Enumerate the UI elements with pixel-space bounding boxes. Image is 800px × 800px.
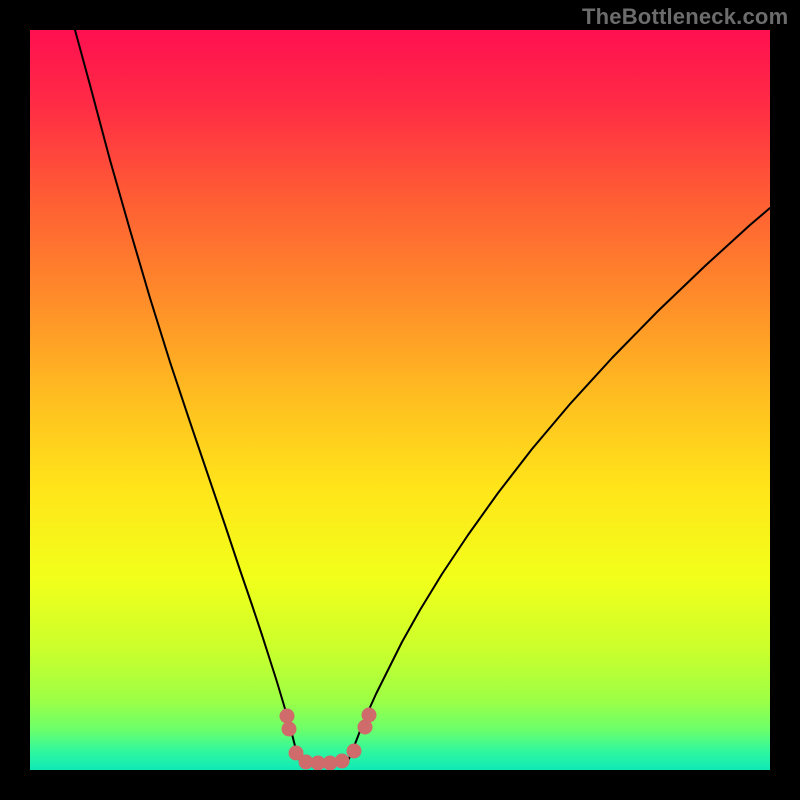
gradient-plot	[0, 0, 800, 800]
gradient-panel	[30, 30, 770, 770]
chart-frame	[0, 0, 800, 800]
valley-marker	[335, 754, 349, 768]
valley-marker	[282, 722, 296, 736]
valley-marker	[362, 708, 376, 722]
watermark-text: TheBottleneck.com	[582, 4, 788, 30]
valley-marker	[280, 709, 294, 723]
valley-marker	[347, 744, 361, 758]
